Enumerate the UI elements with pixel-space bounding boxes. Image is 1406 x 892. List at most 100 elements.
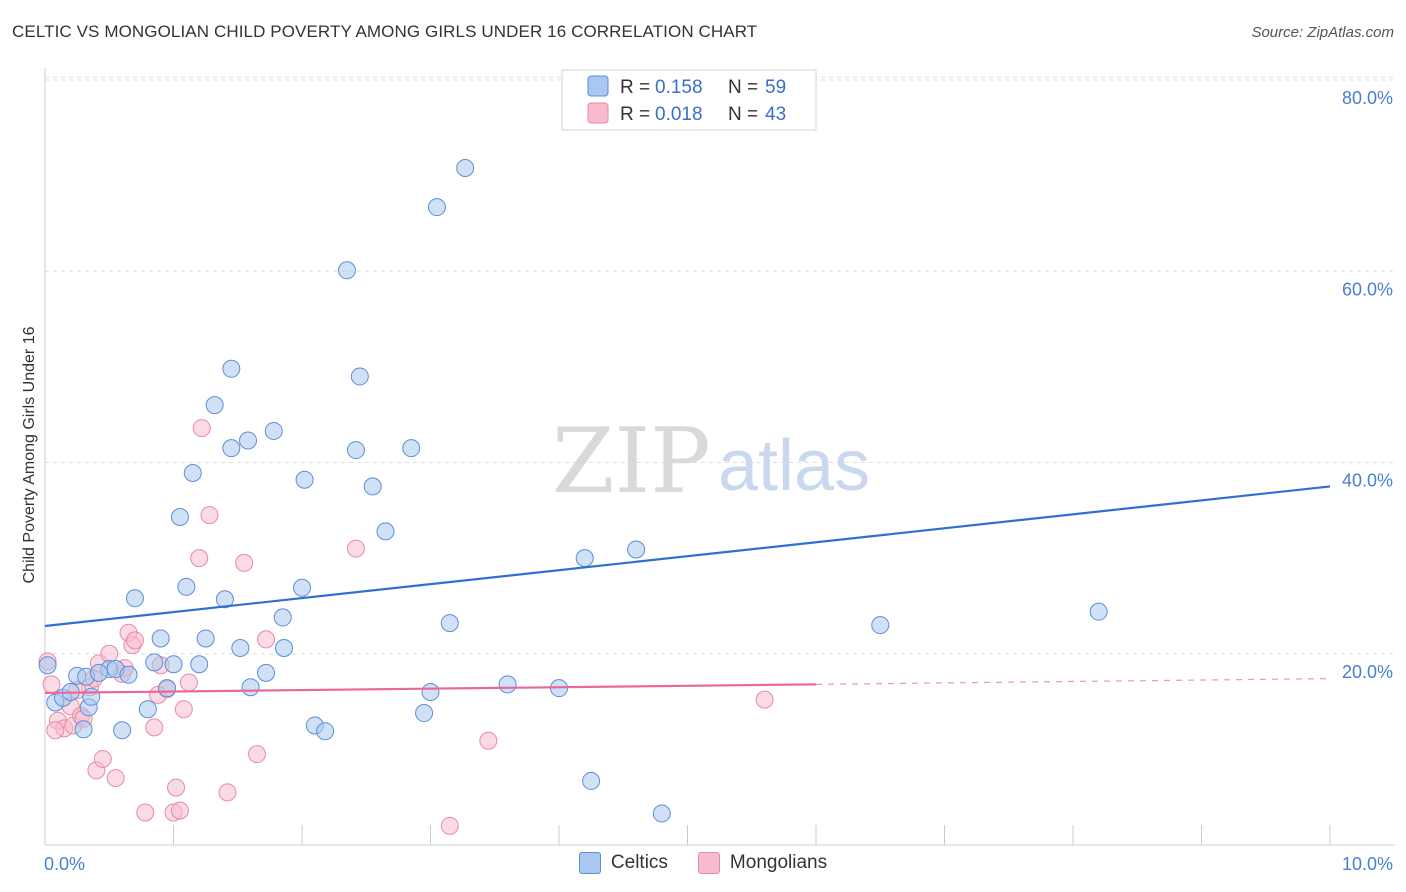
watermark-zip: ZIP bbox=[552, 409, 711, 514]
tick-labels: 20.0% 40.0% 60.0% 80.0% 0.0% 10.0% bbox=[44, 88, 1393, 874]
mongolians-point-12 bbox=[93, 749, 112, 768]
celtics-point-0 bbox=[38, 656, 57, 675]
celtics-point-7 bbox=[82, 687, 101, 706]
bottom-legend-swatch-celtics bbox=[578, 852, 601, 874]
mongolians-point-41 bbox=[46, 721, 65, 740]
mongolians-point-34 bbox=[235, 553, 254, 572]
celtics-point-12 bbox=[125, 589, 144, 608]
mongolians-point-27 bbox=[170, 801, 189, 820]
legend-swatch-celtics bbox=[587, 75, 609, 97]
mongolians-point-13 bbox=[100, 644, 119, 663]
mongolians-point-21 bbox=[145, 718, 164, 737]
celtics-trend-line bbox=[44, 485, 1331, 628]
celtics-point-53 bbox=[582, 771, 601, 790]
mongolians-trend-line-dashed bbox=[815, 678, 1331, 685]
watermark-atlas: atlas bbox=[718, 426, 870, 506]
mongolians-point-30 bbox=[190, 549, 209, 568]
legend-celtics-r-label: R = bbox=[620, 77, 650, 98]
mongolians-point-26 bbox=[167, 778, 186, 797]
celtics-point-40 bbox=[346, 441, 365, 460]
celtics-point-36 bbox=[295, 470, 314, 489]
celtics-point-8 bbox=[74, 720, 93, 739]
celtics-point-38 bbox=[316, 722, 335, 741]
trend-lines bbox=[44, 485, 1331, 695]
x-tick-label-min: 0.0% bbox=[44, 854, 85, 874]
celtics-point-56 bbox=[871, 616, 890, 635]
celtics-point-21 bbox=[183, 464, 202, 483]
y-tick-label-60: 60.0% bbox=[1342, 279, 1393, 299]
y-tick-label-20: 20.0% bbox=[1342, 662, 1393, 682]
x-tick-label-max: 10.0% bbox=[1342, 854, 1393, 874]
mongolians-point-1 bbox=[42, 675, 61, 694]
celtics-point-24 bbox=[205, 396, 224, 415]
mongolians-point-28 bbox=[174, 700, 193, 719]
celtics-point-20 bbox=[177, 577, 196, 596]
legend-celtics-n-value: 59 bbox=[765, 77, 786, 98]
celtics-point-52 bbox=[575, 549, 594, 568]
bottom-legend: Celtics Mongolians bbox=[0, 852, 1406, 874]
legend-box: R = 0.158 N = 59 R = 0.018 N = 43 bbox=[561, 69, 817, 131]
mongolians-point-39 bbox=[479, 731, 498, 750]
celtics-point-22 bbox=[190, 655, 209, 674]
bottom-legend-mongolians: Mongolians bbox=[697, 852, 828, 874]
celtics-point-58 bbox=[89, 663, 108, 682]
celtics-point-50 bbox=[498, 675, 517, 694]
celtics-point-33 bbox=[273, 608, 292, 627]
mongolians-point-33 bbox=[218, 783, 237, 802]
legend-mongolians-r-label: R = bbox=[620, 104, 650, 125]
mongolians-point-35 bbox=[248, 745, 267, 764]
bottom-legend-label-mongolians: Mongolians bbox=[729, 852, 828, 873]
celtics-point-18 bbox=[164, 655, 183, 674]
chart-title: CELTIC VS MONGOLIAN CHILD POVERTY AMONG … bbox=[12, 22, 758, 41]
y-tick-label-40: 40.0% bbox=[1342, 471, 1393, 491]
legend-celtics-r-value: 0.158 bbox=[655, 77, 703, 98]
bottom-legend-label-celtics: Celtics bbox=[610, 852, 668, 873]
celtics-point-31 bbox=[257, 663, 276, 682]
legend-swatch-mongolians bbox=[587, 102, 609, 124]
legend-mongolians-n-label: N = bbox=[728, 104, 758, 125]
celtics-point-23 bbox=[196, 629, 215, 648]
mongolians-point-38 bbox=[440, 816, 459, 835]
celtics-point-47 bbox=[427, 198, 446, 217]
celtics-point-32 bbox=[264, 421, 283, 440]
celtics-point-48 bbox=[440, 614, 459, 633]
celtics-point-29 bbox=[241, 678, 260, 697]
celtics-point-35 bbox=[293, 578, 311, 597]
mongolians-point-37 bbox=[346, 539, 365, 558]
celtics-point-26 bbox=[222, 359, 241, 378]
celtics-point-16 bbox=[151, 629, 170, 648]
celtics-point-30 bbox=[239, 431, 258, 450]
celtics-point-55 bbox=[652, 804, 671, 823]
celtics-point-19 bbox=[170, 508, 189, 527]
mongolians-point-29 bbox=[179, 673, 198, 692]
source-note: Source: ZipAtlas.com bbox=[1251, 24, 1394, 41]
celtics-point-57 bbox=[1089, 602, 1108, 621]
mongolians-point-31 bbox=[192, 419, 211, 438]
celtics-point-42 bbox=[363, 477, 382, 496]
bottom-legend-celtics: Celtics bbox=[578, 852, 668, 874]
celtics-point-41 bbox=[350, 367, 369, 386]
mongolians-trend-line bbox=[44, 683, 817, 695]
bottom-legend-swatch-mongolians bbox=[697, 852, 720, 874]
legend-celtics-n-label: N = bbox=[728, 77, 758, 98]
celtics-point-11 bbox=[119, 665, 138, 684]
celtics-point-34 bbox=[275, 639, 294, 658]
mongolians-point-14 bbox=[106, 769, 125, 788]
celtics-point-17 bbox=[158, 679, 177, 698]
series-celtics bbox=[38, 158, 1108, 823]
mongolians-point-20 bbox=[136, 803, 155, 822]
celtics-point-54 bbox=[627, 540, 646, 559]
celtics-point-14 bbox=[138, 700, 157, 719]
watermark: ZIP atlas bbox=[552, 409, 870, 514]
legend-mongolians-r-value: 0.018 bbox=[655, 104, 703, 125]
mongolians-point-36 bbox=[257, 630, 276, 649]
celtics-point-25 bbox=[215, 590, 234, 609]
celtics-point-44 bbox=[402, 439, 421, 458]
celtics-point-45 bbox=[415, 704, 434, 723]
legend-mongolians-n-value: 43 bbox=[765, 104, 786, 125]
mongolians-point-19 bbox=[125, 631, 144, 650]
celtics-point-15 bbox=[145, 653, 164, 672]
celtics-point-13 bbox=[113, 721, 132, 740]
mongolians-point-40 bbox=[755, 690, 774, 709]
